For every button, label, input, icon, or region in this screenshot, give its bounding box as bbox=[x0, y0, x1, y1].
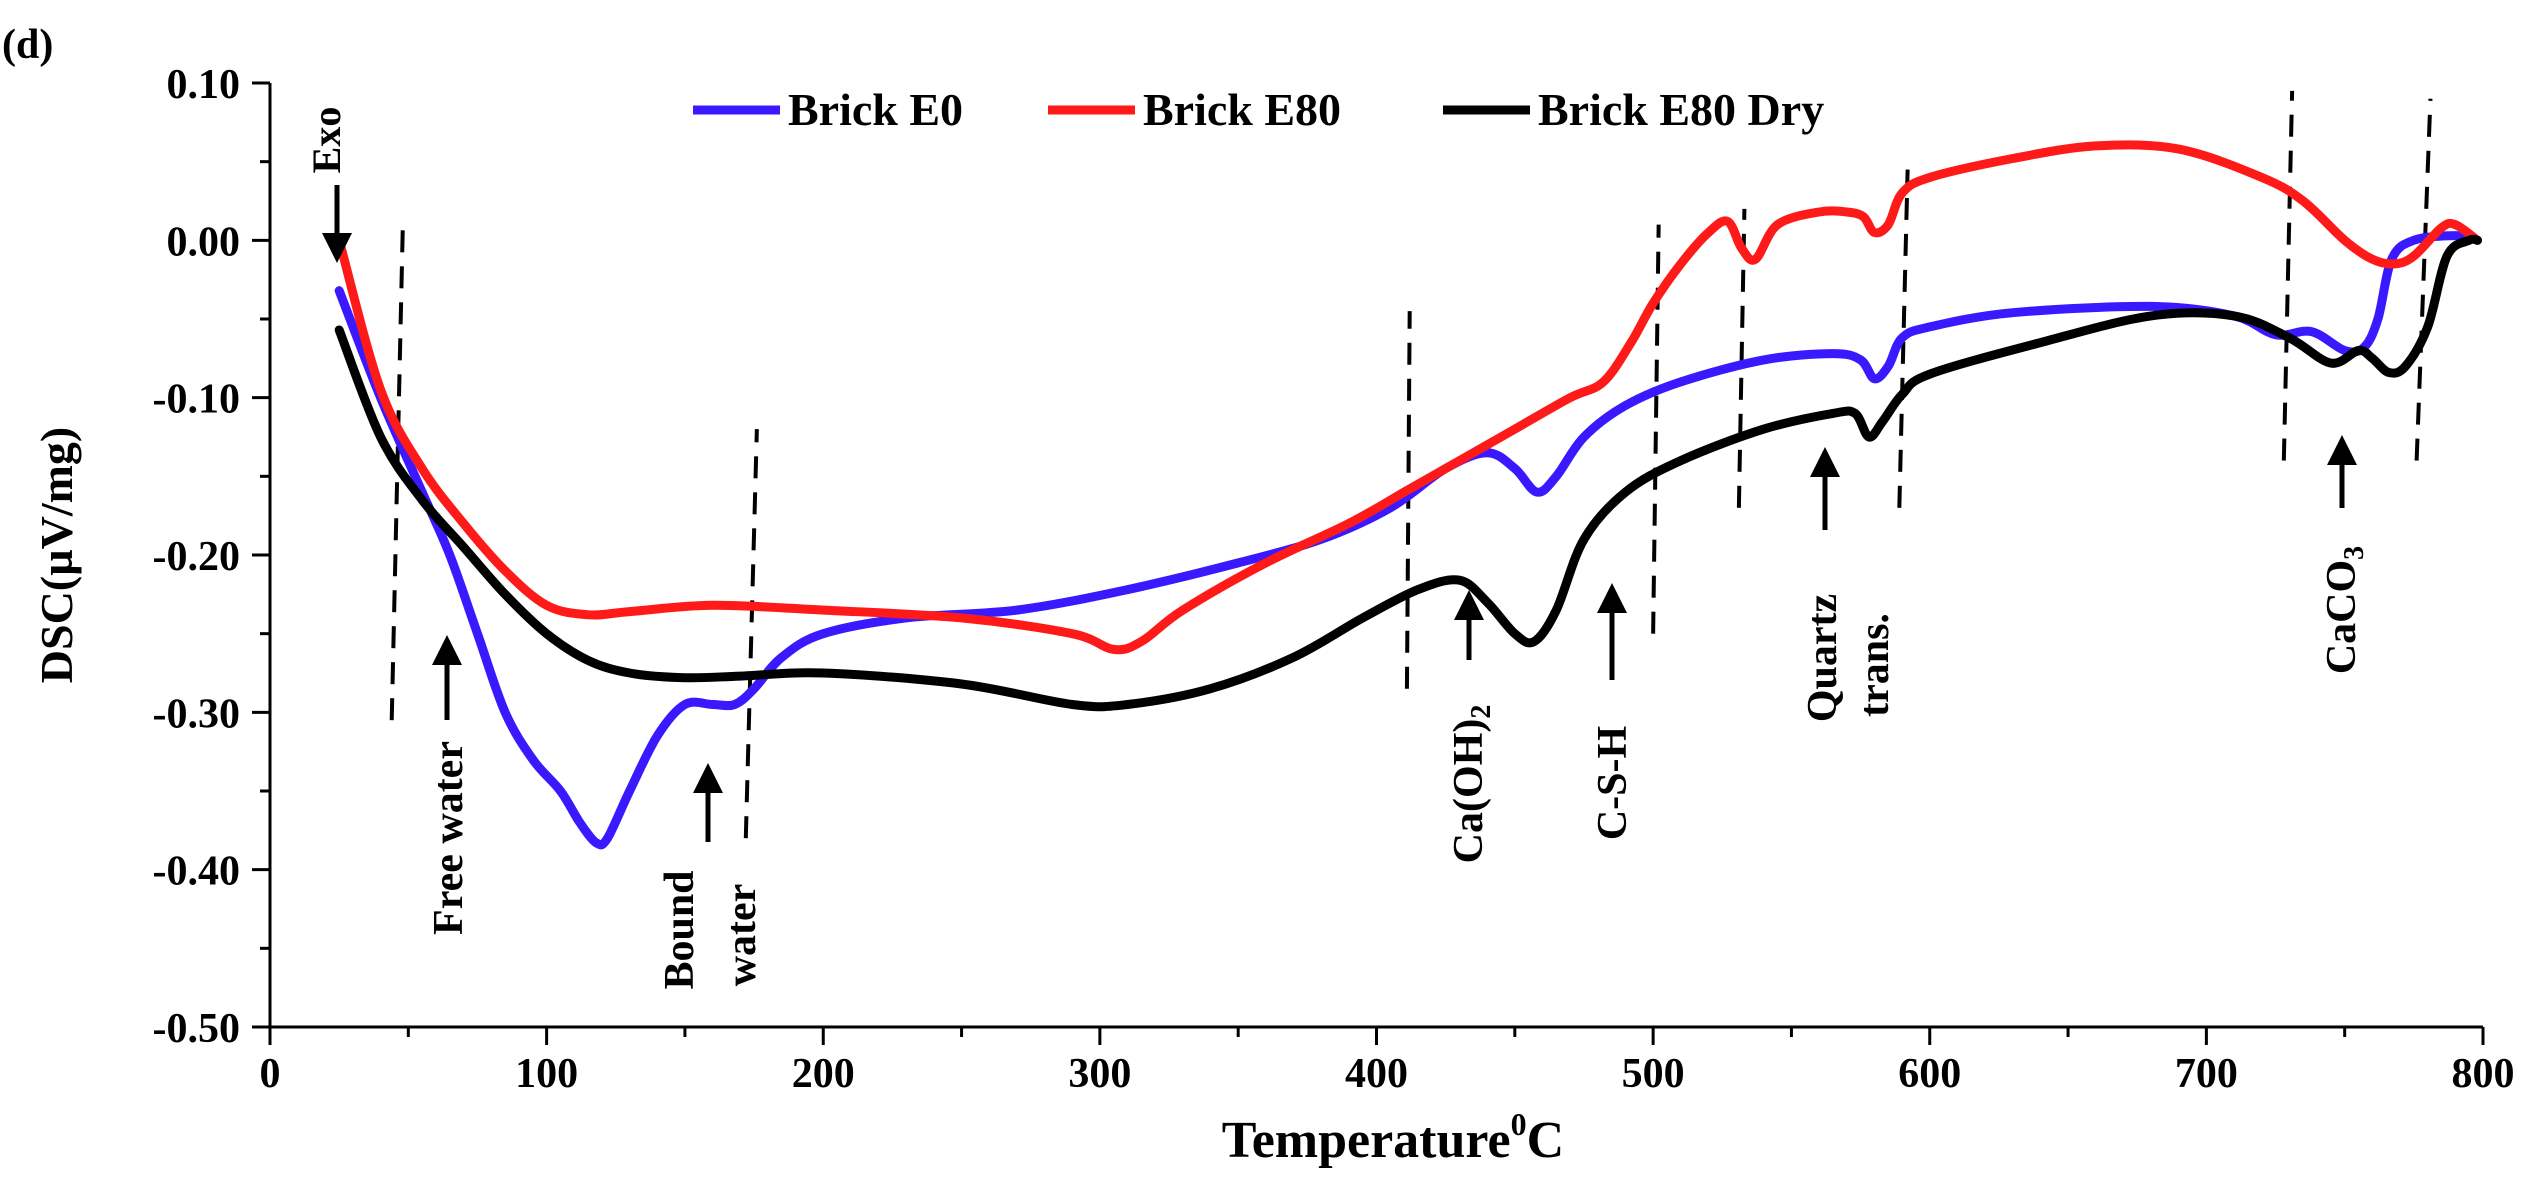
series-line-brick-e80 bbox=[334, 140, 2482, 655]
annotation-caoh2-text: Ca(OH) bbox=[1446, 719, 1492, 864]
legend-label-brick-e80-dry: Brick E80 Dry bbox=[1538, 84, 1824, 135]
annotation-csh: C-S-H bbox=[1590, 726, 1636, 840]
legend: Brick E0 Brick E80 Brick E80 Dry bbox=[693, 84, 1824, 135]
x-axis-label-unit: C bbox=[1527, 1112, 1565, 1169]
x-tick-label: 100 bbox=[515, 1051, 578, 1097]
dashed-transition-line bbox=[2414, 98, 2433, 461]
annotation-trans: trans. bbox=[1852, 613, 1898, 717]
x-axis-label-text: Temperature bbox=[1222, 1112, 1511, 1169]
x-axis-label-sup: 0 bbox=[1511, 1106, 1527, 1142]
x-tick-label: 300 bbox=[1068, 1051, 1131, 1097]
annotation-caoh2: Ca(OH)2 bbox=[1446, 705, 1497, 864]
annotation-water: water bbox=[719, 884, 765, 987]
x-tick-label: 700 bbox=[2175, 1051, 2238, 1097]
legend-label-brick-e0: Brick E0 bbox=[788, 84, 963, 135]
x-tick-label: 500 bbox=[1622, 1051, 1685, 1097]
x-tick-label: 400 bbox=[1345, 1051, 1408, 1097]
x-axis-label: Temperature0C bbox=[1222, 1106, 1564, 1169]
x-tick-label: 200 bbox=[792, 1051, 855, 1097]
annotation-caco3-text: CaCO bbox=[2319, 560, 2365, 674]
y-tick-label: -0.40 bbox=[153, 849, 241, 895]
x-axis: 0 100 200 300 400 500 600 700 800 bbox=[260, 1027, 2515, 1097]
y-tick-label: -0.50 bbox=[153, 1006, 241, 1052]
x-tick-label: 600 bbox=[1898, 1051, 1961, 1097]
y-axis: 0.10 0.00 -0.10 -0.20 -0.30 -0.40 -0.50 bbox=[153, 62, 270, 1052]
y-tick-label: -0.10 bbox=[153, 377, 241, 423]
annotation-bound: Bound bbox=[657, 870, 703, 989]
annotation-caoh2-sub: 2 bbox=[1466, 705, 1497, 719]
panel-label: (d) bbox=[2, 22, 53, 68]
dashed-transition-line bbox=[2281, 90, 2295, 461]
annotation-quartz: Quartz bbox=[1800, 594, 1846, 722]
y-tick-label: 0.10 bbox=[167, 62, 241, 108]
y-tick-label: -0.30 bbox=[153, 691, 241, 737]
y-axis-label: DSC(µV/mg) bbox=[31, 427, 82, 683]
annotation-caco3: CaCO3 bbox=[2319, 546, 2370, 674]
annotation-free-water: Free water bbox=[426, 741, 472, 935]
annotation-exo: Exo bbox=[304, 107, 349, 174]
dashed-transition-line bbox=[743, 429, 759, 839]
x-tick-label: 0 bbox=[260, 1051, 281, 1097]
series-line-brick-e80-dry bbox=[334, 234, 2482, 712]
annotations: Exo Free water Bound water Ca(OH)2 C-S-H… bbox=[304, 107, 2370, 990]
y-tick-label: 0.00 bbox=[167, 219, 241, 265]
transition-dashed-lines bbox=[389, 90, 2433, 839]
plot-frame bbox=[268, 83, 2483, 1029]
dashed-transition-line bbox=[1651, 224, 1661, 634]
x-tick-label: 800 bbox=[2452, 1051, 2515, 1097]
dashed-transition-line bbox=[389, 227, 405, 721]
annotation-caco3-sub: 3 bbox=[2339, 546, 2370, 560]
dashed-transition-line bbox=[1897, 169, 1910, 508]
dashed-transition-line bbox=[1736, 208, 1747, 508]
data-series bbox=[334, 140, 2482, 850]
y-tick-label: -0.20 bbox=[153, 534, 241, 580]
legend-label-brick-e80: Brick E80 bbox=[1143, 84, 1341, 135]
